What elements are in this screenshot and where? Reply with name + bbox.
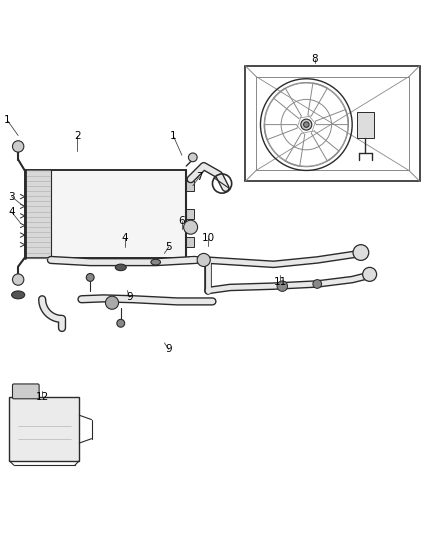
- Bar: [186, 237, 194, 247]
- FancyBboxPatch shape: [12, 384, 39, 399]
- Text: 7: 7: [196, 172, 203, 182]
- Text: 3: 3: [8, 192, 15, 201]
- Circle shape: [12, 141, 24, 152]
- Text: 9: 9: [166, 344, 172, 354]
- Bar: [25, 171, 51, 258]
- Circle shape: [188, 153, 197, 161]
- Text: 11: 11: [273, 277, 287, 287]
- Bar: [25, 171, 186, 258]
- Circle shape: [12, 274, 24, 285]
- Text: 5: 5: [166, 242, 172, 252]
- Circle shape: [304, 122, 309, 127]
- Text: 1: 1: [170, 131, 177, 141]
- Text: 12: 12: [35, 392, 49, 402]
- Text: 1: 1: [4, 115, 11, 125]
- Circle shape: [363, 268, 377, 281]
- Circle shape: [106, 296, 119, 309]
- Text: 9: 9: [126, 292, 133, 302]
- Circle shape: [184, 220, 198, 234]
- Bar: [10, 398, 79, 461]
- Text: 6: 6: [179, 216, 185, 225]
- Ellipse shape: [151, 259, 160, 265]
- Bar: [186, 209, 194, 220]
- Text: 8: 8: [312, 54, 318, 64]
- Circle shape: [86, 273, 94, 281]
- Circle shape: [301, 119, 312, 130]
- Ellipse shape: [115, 264, 126, 271]
- Circle shape: [277, 281, 288, 292]
- Text: 4: 4: [8, 207, 15, 217]
- Circle shape: [117, 319, 125, 327]
- Bar: [186, 181, 194, 191]
- Text: 2: 2: [74, 131, 81, 141]
- Circle shape: [353, 245, 369, 261]
- Ellipse shape: [12, 291, 25, 299]
- Text: 4: 4: [122, 233, 128, 243]
- Circle shape: [197, 253, 210, 266]
- Bar: [357, 111, 374, 138]
- Circle shape: [313, 280, 321, 288]
- Text: 10: 10: [201, 233, 215, 243]
